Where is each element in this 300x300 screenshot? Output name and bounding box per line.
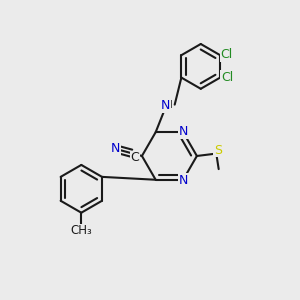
Text: N: N [161, 99, 170, 112]
Text: S: S [214, 143, 222, 157]
Text: N: N [111, 142, 121, 155]
Text: H: H [165, 100, 173, 110]
Text: N: N [179, 125, 188, 138]
Text: C: C [130, 152, 139, 164]
Text: N: N [179, 174, 188, 187]
Text: CH₃: CH₃ [70, 224, 92, 237]
Text: Cl: Cl [221, 71, 233, 84]
Text: Cl: Cl [220, 48, 233, 61]
